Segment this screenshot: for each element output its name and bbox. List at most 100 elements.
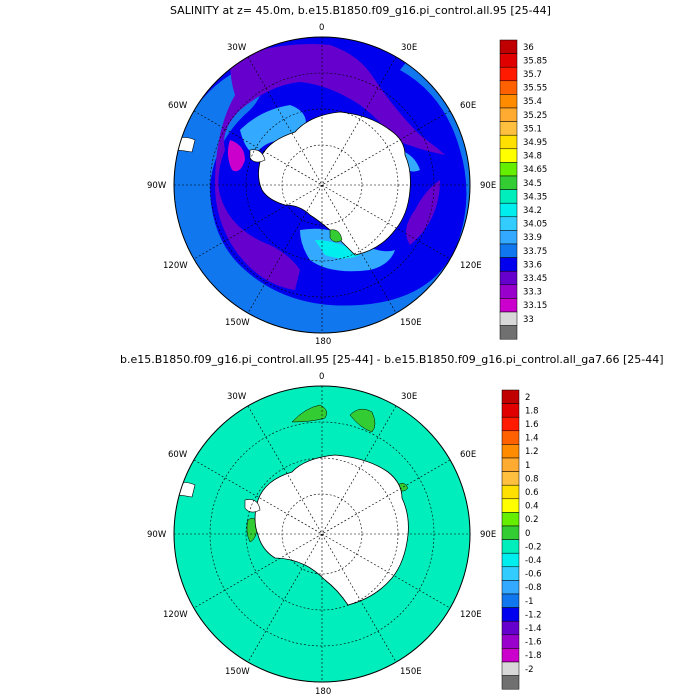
bottom-colorbar-swatch xyxy=(501,580,520,595)
bottom-colorbar-label: 2 xyxy=(525,393,530,403)
bottom-colorbar-swatch xyxy=(501,566,520,581)
top-colorbar-label: 33.6 xyxy=(523,260,542,270)
top-colorbar-label: 33 xyxy=(523,315,534,325)
bottom-colorbar-label: -0.8 xyxy=(525,583,542,593)
top-colorbar-swatch xyxy=(499,80,518,95)
bottom-colorbar-label: -1 xyxy=(525,597,533,607)
top-colorbar-swatch xyxy=(499,243,518,258)
top-graticule xyxy=(174,37,470,333)
top-colorbar-swatch xyxy=(499,325,518,340)
bottom-colorbar-swatch xyxy=(501,634,520,649)
bottom-lon-label: 0 xyxy=(319,372,324,382)
top-colorbar-label: 34.2 xyxy=(523,206,542,216)
top-colorbar-swatch xyxy=(499,39,518,54)
bottom-colorbar-swatch xyxy=(501,593,520,608)
bottom-lon-label: 180 xyxy=(315,687,331,697)
top-lon-label: 30E xyxy=(401,43,417,53)
bottom-colorbar-swatch xyxy=(501,648,520,663)
bottom-lon-label: 150E xyxy=(400,667,422,677)
top-colorbar-label: 33.15 xyxy=(523,301,547,311)
top-colorbar-label: 34.05 xyxy=(523,220,547,230)
bottom-colorbar-label: -2 xyxy=(525,665,533,675)
bottom-colorbar-swatch xyxy=(501,403,520,418)
bottom-lon-label: 90E xyxy=(480,530,496,540)
top-colorbar-swatch xyxy=(499,202,518,218)
bottom-colorbar-swatch xyxy=(501,471,520,486)
top-colorbar-label: 35.4 xyxy=(523,97,542,107)
top-colorbar-label: 33.3 xyxy=(523,288,542,298)
bottom-colorbar-label: 0.4 xyxy=(525,502,539,512)
bottom-colorbar-swatch xyxy=(501,389,520,404)
bottom-colorbar-label: -1.4 xyxy=(525,624,542,634)
top-colorbar-swatch xyxy=(499,148,518,163)
bottom-graticule xyxy=(174,386,470,682)
top-lon-label: 150E xyxy=(400,318,422,328)
bottom-map-outline xyxy=(173,385,471,683)
bottom-panel-title: b.e15.B1850.f09_g16.pi_control.all.95 [2… xyxy=(120,353,664,366)
bottom-colorbar-swatch xyxy=(501,498,520,513)
top-colorbar-label: 35.55 xyxy=(523,84,547,94)
top-colorbar-swatch xyxy=(499,121,518,136)
top-colorbar-swatch xyxy=(499,53,518,68)
top-colorbar-label: 35.7 xyxy=(523,70,542,80)
bottom-lon-label: 60W xyxy=(168,450,188,460)
bottom-colorbar-label: 0.6 xyxy=(525,488,539,498)
bottom-colorbar-label: 1 xyxy=(525,461,530,471)
top-colorbar-swatch xyxy=(499,66,518,82)
bottom-colorbar-label: -1.6 xyxy=(525,638,542,648)
top-colorbar-swatch xyxy=(499,216,518,231)
top-colorbar-swatch xyxy=(499,107,518,122)
top-lon-label: 60W xyxy=(168,101,188,111)
bottom-colorbar-label: 0.2 xyxy=(525,515,539,525)
bottom-colorbar-label: -0.6 xyxy=(525,570,542,580)
bottom-colorbar-label: 1.4 xyxy=(525,434,539,444)
bottom-colorbar-swatch xyxy=(501,675,520,690)
top-colorbar-label: 34.35 xyxy=(523,192,547,202)
bottom-lon-label: 30W xyxy=(227,392,247,402)
top-colorbar-swatch xyxy=(499,230,518,245)
bottom-colorbar-label: -1.2 xyxy=(525,610,542,620)
bottom-colorbar-swatch xyxy=(501,552,520,568)
top-colorbar-swatch xyxy=(499,175,518,190)
bottom-colorbar-swatch xyxy=(501,661,520,676)
bottom-colorbar-swatch xyxy=(501,430,520,445)
top-colorbar-swatch xyxy=(499,162,518,177)
top-colorbar-swatch xyxy=(499,311,518,326)
top-colorbar-label: 36 xyxy=(523,43,534,53)
top-colorbar-label: 35.25 xyxy=(523,111,547,121)
top-colorbar: 36 35.85 35.7 35.55 35.4 35.25 35.1 34.95 34.8 34… xyxy=(499,39,547,340)
bottom-map-panel: 0 30E 60E 90E 120E 150E 180 150W 120W 90… xyxy=(147,372,542,697)
top-lon-label: 30W xyxy=(227,43,247,53)
top-lon-label: 60E xyxy=(460,101,476,111)
top-lon-label: 150W xyxy=(225,318,250,328)
top-colorbar-label: 34.65 xyxy=(523,165,547,175)
top-colorbar-label: 33.75 xyxy=(523,247,547,257)
bottom-colorbar-label: 1.8 xyxy=(525,406,539,416)
bottom-lon-label: 120W xyxy=(163,610,188,620)
top-colorbar-swatch xyxy=(499,284,518,299)
top-lon-labels: 0 30E 60E 90E 120E 150E 180 150W 120W 90… xyxy=(147,23,496,347)
top-colorbar-label: 35.85 xyxy=(523,56,547,66)
bottom-lon-label: 30E xyxy=(401,392,417,402)
top-colorbar-swatch xyxy=(499,94,518,109)
bottom-lon-label: 60E xyxy=(460,450,476,460)
bottom-lon-label: 120E xyxy=(460,610,482,620)
top-lon-label: 120E xyxy=(460,261,482,271)
top-panel-title: SALINITY at z= 45.0m, b.e15.B1850.f09_g1… xyxy=(170,4,551,17)
bottom-lon-label: 90W xyxy=(147,530,167,540)
top-lon-label: 0 xyxy=(319,23,324,33)
bottom-colorbar-swatch xyxy=(501,539,520,554)
top-colorbar-label: 34.5 xyxy=(523,179,542,189)
bottom-colorbar-swatch xyxy=(501,607,520,622)
top-colorbar-label: 33.45 xyxy=(523,274,547,284)
bottom-colorbar-swatch xyxy=(501,444,520,459)
top-colorbar-swatch xyxy=(499,257,518,272)
top-colorbar-swatch xyxy=(499,270,518,286)
top-colorbar-label: 34.95 xyxy=(523,138,547,148)
bottom-colorbar-swatch xyxy=(501,457,520,472)
top-colorbar-swatch xyxy=(499,134,518,150)
top-colorbar-swatch xyxy=(499,189,518,204)
top-colorbar-swatch xyxy=(499,298,518,313)
top-lon-label: 90W xyxy=(147,181,167,191)
